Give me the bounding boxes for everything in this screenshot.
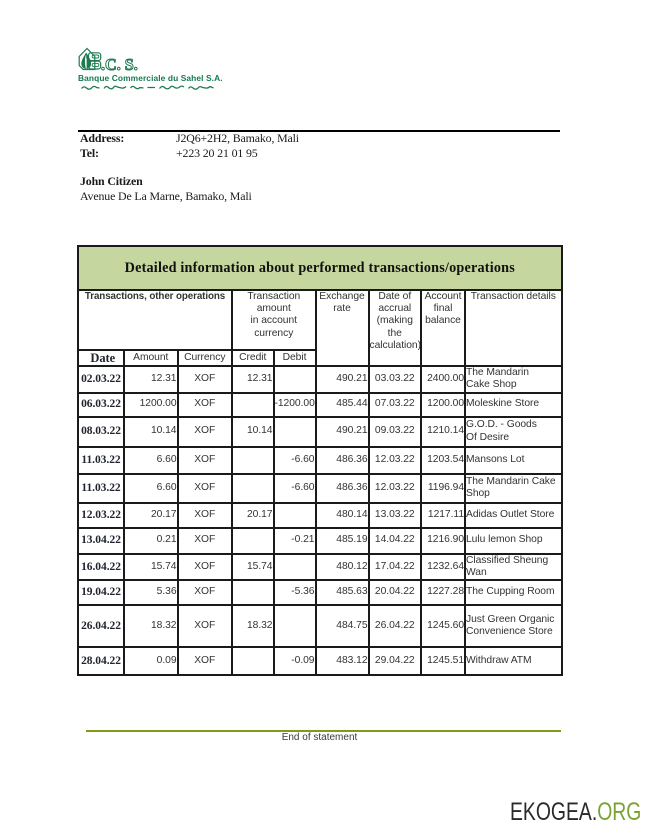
svg-text:.C. S.: .C. S. [101, 55, 138, 74]
